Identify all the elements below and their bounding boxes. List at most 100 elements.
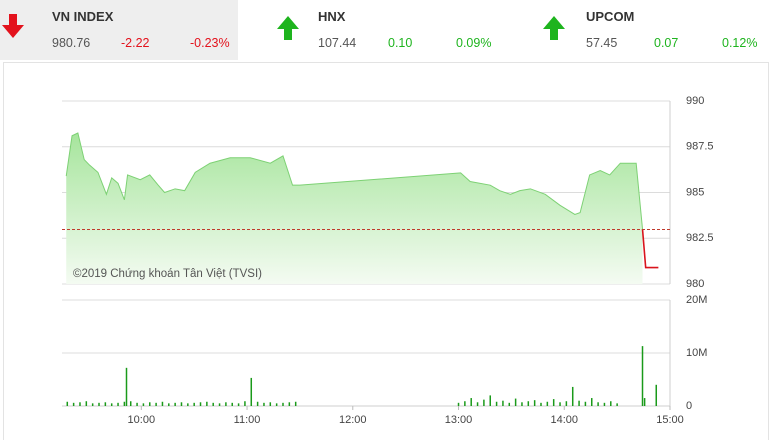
index-value: 107.44 [318,36,357,50]
watermark: ©2019 Chứng khoán Tân Việt (TVSI) [73,268,262,280]
y-tick-label: 980 [686,278,704,290]
volume-bar [282,402,284,406]
arrow-shape [277,16,299,40]
volume-bar [610,401,612,406]
y-tick-label: 982.5 [686,232,714,244]
trend-arrow [2,14,24,38]
volume-bar [104,402,107,406]
volume-bar [66,401,69,406]
volume-bar [584,401,587,406]
price-line [65,132,644,230]
volume-bar [85,401,88,406]
volume-bar [125,367,128,406]
volume-bar [571,386,574,406]
volume-bar [616,403,618,406]
index-change: 0.10 [388,36,413,50]
volume-bar [98,402,100,406]
volume-bar [514,398,517,406]
volume-bar [655,384,658,406]
volume-bar [476,402,479,406]
volume-bar [155,402,157,406]
price-line [641,229,659,269]
x-tick-label: 15:00 [656,414,684,426]
volume-bar [527,401,530,406]
volume-bar [263,402,265,406]
volume-bar [237,403,240,406]
price-area [66,133,643,284]
volume-bar [533,400,536,406]
y-tick-label: 10M [686,347,707,359]
volume-bar [136,402,138,406]
volume-bar [168,403,170,406]
index-change-pct: 0.09% [456,36,492,50]
volume-bar [212,402,214,406]
y-tick-label: 20M [686,294,707,306]
trend-arrow [277,16,299,40]
volume-bar [643,398,646,406]
volume-bar [225,402,227,406]
index-name: VN INDEX [52,9,114,24]
volume-bar [641,346,644,406]
volume-bar [275,403,278,406]
index-name: HNX [318,9,346,24]
volume-bar [470,398,472,406]
volume-bar [72,402,75,406]
index-change: 0.07 [654,36,679,50]
index-change-pct: 0.12% [722,36,758,50]
index-name: UPCOM [586,9,635,24]
x-tick-label: 12:00 [339,414,367,426]
index-change: -2.22 [121,36,150,50]
volume-bar [218,403,221,406]
volume-bar [294,401,297,406]
volume-bar [565,401,568,406]
x-tick-label: 13:00 [445,414,473,426]
volume-bar [250,377,253,406]
volume-bar [161,401,164,406]
volume-bar [269,402,272,406]
arrow-shape [543,16,565,40]
volume-bar [129,401,132,406]
index-tab[interactable]: HNX 107.44 0.10 0.09% [268,0,536,60]
volume-bar [174,402,176,406]
arrow-shape [2,14,24,38]
index-tab[interactable]: UPCOM 57.45 0.07 0.12% [536,0,772,60]
y-tick-label: 985 [686,186,704,198]
volume-bar [110,403,113,406]
volume-bar [559,402,561,406]
volume-bar [199,402,202,406]
volume-bar [149,402,151,406]
volume-bar [91,403,94,406]
volume-bar [180,402,183,406]
volume-bar [142,403,145,406]
index-change-pct: -0.23% [190,36,230,50]
volume-bar [546,401,549,406]
volume-bar [603,402,606,406]
volume-bar [187,403,189,406]
index-value: 980.76 [52,36,91,50]
volume-bar [502,400,504,406]
volume-bar [117,402,119,406]
chart-panel [3,62,769,440]
volume-bar [578,400,580,406]
volume-bar [508,402,511,406]
x-tick-label: 11:00 [234,414,261,426]
volume-bar [193,402,195,406]
volume-bar [244,401,246,406]
volume-bar [206,401,208,406]
y-tick-label: 987.5 [686,141,714,153]
volume-bar [552,399,555,406]
volume-bar [231,402,233,406]
volume-bar [540,402,542,406]
volume-bar [483,399,485,406]
y-tick-label: 0 [686,400,692,412]
volume-bar [489,395,491,406]
y-tick-label: 990 [686,95,704,107]
volume-bar [464,401,466,406]
volume-bar [495,401,498,406]
volume-bar [288,402,291,406]
volume-bar [123,401,126,406]
volume-bar [591,398,593,406]
index-tab[interactable]: VN INDEX 980.76 -2.22 -0.23% [0,0,238,60]
x-tick-label: 14:00 [550,414,578,426]
